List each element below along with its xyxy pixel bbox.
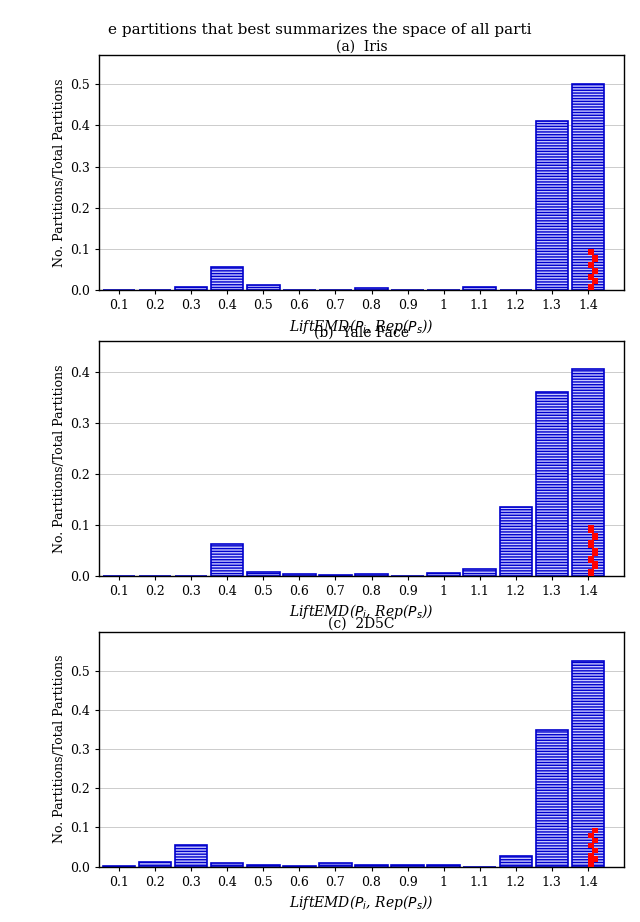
Title: (b)  Yale Face: (b) Yale Face [314, 326, 409, 340]
Bar [591, 857, 598, 861]
Bar [591, 267, 598, 274]
Bar [591, 533, 598, 540]
Bar [139, 861, 172, 867]
Bar [572, 661, 604, 867]
Bar [588, 540, 595, 549]
Bar [572, 369, 604, 576]
Bar [588, 274, 595, 280]
Bar [536, 392, 568, 576]
Bar [591, 549, 598, 556]
Bar [211, 266, 243, 290]
Bar [283, 573, 316, 576]
Bar [588, 861, 595, 867]
Y-axis label: No. Partitions/Total Partitions: No. Partitions/Total Partitions [53, 655, 66, 844]
Y-axis label: No. Partitions/Total Partitions: No. Partitions/Total Partitions [53, 364, 66, 553]
Bar [428, 865, 460, 867]
Bar [536, 729, 568, 867]
Bar [591, 255, 598, 262]
Bar [588, 843, 595, 848]
Bar [588, 284, 595, 290]
Title: (c)  2D5C: (c) 2D5C [328, 617, 395, 631]
Bar [591, 828, 598, 833]
Bar [463, 287, 496, 290]
Bar [211, 544, 243, 576]
Bar [500, 856, 532, 867]
Bar [211, 863, 243, 867]
Bar [591, 561, 598, 569]
Bar [247, 573, 280, 576]
Bar [591, 278, 598, 284]
Bar [588, 833, 595, 838]
Bar [355, 574, 388, 576]
Bar [247, 865, 280, 867]
Bar [572, 84, 604, 290]
Bar [428, 573, 460, 576]
Bar [355, 865, 388, 867]
Bar [591, 848, 598, 853]
Bar [355, 289, 388, 290]
Bar [319, 863, 352, 867]
Y-axis label: No. Partitions/Total Partitions: No. Partitions/Total Partitions [53, 78, 66, 267]
Bar [588, 569, 595, 576]
Bar [175, 287, 207, 290]
Bar [247, 286, 280, 290]
Text: e partitions that best summarizes the space of all parti: e partitions that best summarizes the sp… [108, 23, 532, 37]
Bar [588, 526, 595, 533]
Title: (a)  Iris: (a) Iris [336, 41, 387, 54]
X-axis label: LiftEMD($P_i$, Rep($P_s$)): LiftEMD($P_i$, Rep($P_s$)) [289, 602, 434, 621]
Bar [591, 838, 598, 843]
Bar [391, 865, 424, 867]
Bar [536, 122, 568, 290]
Bar [103, 866, 135, 867]
Bar [588, 857, 595, 863]
Bar [588, 556, 595, 563]
Bar [319, 575, 352, 576]
Bar [500, 507, 532, 576]
X-axis label: LiftEMD($P_i$, Rep($P_s$)): LiftEMD($P_i$, Rep($P_s$)) [289, 892, 434, 912]
Bar [588, 853, 595, 858]
Bar [175, 845, 207, 867]
Bar [588, 249, 595, 255]
Bar [588, 262, 595, 267]
Bar [463, 569, 496, 576]
X-axis label: LiftEMD($P_i$, Rep($P_s$)): LiftEMD($P_i$, Rep($P_s$)) [289, 316, 434, 336]
